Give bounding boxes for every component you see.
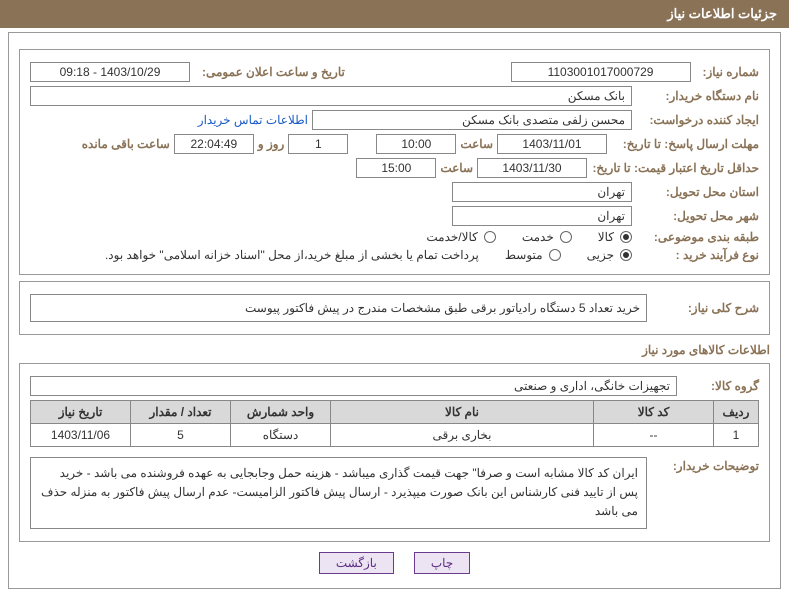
goods-table: ردیف کد کالا نام کالا واحد شمارش تعداد /… — [30, 400, 759, 447]
radio-icon — [620, 231, 632, 243]
radio-icon — [549, 249, 561, 261]
summary-fieldset: شرح کلی نیاز: خرید تعداد 5 دستگاه رادیات… — [19, 281, 770, 335]
validity-time-value: 15:00 — [356, 158, 436, 178]
th-name: نام کالا — [331, 401, 594, 424]
reply-time-word: ساعت — [460, 137, 493, 151]
category-goods-service-label: کالا/خدمت — [426, 230, 477, 244]
announce-date-label: تاریخ و ساعت اعلان عمومی: — [202, 65, 345, 79]
reply-deadline-label: مهلت ارسال پاسخ: تا تاریخ: — [619, 137, 759, 151]
category-service-label: خدمت — [522, 230, 554, 244]
goods-group-value: تجهیزات خانگی، اداری و صنعتی — [30, 376, 677, 396]
category-service-radio[interactable]: خدمت — [522, 230, 572, 244]
remaining-day-word: روز و — [258, 137, 285, 151]
delivery-city-label: شهر محل تحویل: — [644, 209, 759, 223]
goods-fieldset: گروه کالا: تجهیزات خانگی، اداری و صنعتی … — [19, 363, 770, 542]
summary-text: خرید تعداد 5 دستگاه رادیاتور برقی طبق مش… — [30, 294, 647, 322]
th-qty: تعداد / مقدار — [131, 401, 231, 424]
th-code: کد کالا — [594, 401, 714, 424]
announce-date-value: 1403/10/29 - 09:18 — [30, 62, 190, 82]
remaining-days-value: 1 — [288, 134, 348, 154]
td-qty: 5 — [131, 424, 231, 447]
process-medium-label: متوسط — [505, 248, 543, 262]
goods-group-label: گروه کالا: — [689, 379, 759, 393]
th-unit: واحد شمارش — [231, 401, 331, 424]
delivery-province-value: تهران — [452, 182, 632, 202]
reply-time-value: 10:00 — [376, 134, 456, 154]
table-header-row: ردیف کد کالا نام کالا واحد شمارش تعداد /… — [31, 401, 759, 424]
buyer-org-value: بانک مسکن — [30, 86, 632, 106]
payment-note: پرداخت تمام یا بخشی از مبلغ خرید،از محل … — [105, 248, 479, 262]
buyer-notes-label: توضیحات خریدار: — [659, 453, 759, 473]
buyer-contact-link[interactable]: اطلاعات تماس خریدار — [198, 113, 308, 127]
td-unit: دستگاه — [231, 424, 331, 447]
buyer-notes-text: ایران کد کالا مشابه است و صرفا" جهت قیمت… — [30, 457, 647, 529]
remaining-time-value: 22:04:49 — [174, 134, 254, 154]
need-number-label: شماره نیاز: — [703, 65, 759, 79]
buyer-org-label: نام دستگاه خریدار: — [644, 89, 759, 103]
remaining-suffix: ساعت باقی مانده — [82, 137, 170, 151]
category-label: طبقه بندی موضوعی: — [644, 230, 759, 244]
goods-section-title: اطلاعات کالاهای مورد نیاز — [19, 343, 770, 357]
validity-date-value: 1403/11/30 — [477, 158, 587, 178]
process-type-label: نوع فرآیند خرید : — [644, 248, 759, 262]
category-goods-label: کالا — [598, 230, 614, 244]
back-button[interactable]: بازگشت — [319, 552, 394, 574]
delivery-city-value: تهران — [452, 206, 632, 226]
td-name: بخاری برقی — [331, 424, 594, 447]
radio-icon — [620, 249, 632, 261]
print-button[interactable]: چاپ — [414, 552, 470, 574]
td-row: 1 — [714, 424, 759, 447]
reply-date-value: 1403/11/01 — [497, 134, 607, 154]
process-partial-radio[interactable]: جزیی — [587, 248, 632, 262]
td-code: -- — [594, 424, 714, 447]
process-partial-label: جزیی — [587, 248, 614, 262]
requester-value: محسن زلفی متصدی بانک مسکن — [312, 110, 632, 130]
info-fieldset: شماره نیاز: 1103001017000729 تاریخ و ساع… — [19, 49, 770, 275]
radio-icon — [560, 231, 572, 243]
delivery-province-label: استان محل تحویل: — [644, 185, 759, 199]
category-goods-service-radio[interactable]: کالا/خدمت — [426, 230, 495, 244]
radio-icon — [484, 231, 496, 243]
page-title: جزئیات اطلاعات نیاز — [0, 0, 789, 28]
validity-time-word: ساعت — [440, 161, 473, 175]
validity-label: حداقل تاریخ اعتبار قیمت: تا تاریخ: — [599, 161, 759, 175]
process-medium-radio[interactable]: متوسط — [505, 248, 561, 262]
th-row: ردیف — [714, 401, 759, 424]
td-date: 1403/11/06 — [31, 424, 131, 447]
table-row: 1 -- بخاری برقی دستگاه 5 1403/11/06 — [31, 424, 759, 447]
main-panel: شماره نیاز: 1103001017000729 تاریخ و ساع… — [8, 32, 781, 589]
need-number-value: 1103001017000729 — [511, 62, 691, 82]
requester-label: ایجاد کننده درخواست: — [644, 113, 759, 127]
summary-label: شرح کلی نیاز: — [659, 301, 759, 315]
th-date: تاریخ نیاز — [31, 401, 131, 424]
category-goods-radio[interactable]: کالا — [598, 230, 632, 244]
button-bar: چاپ بازگشت — [19, 552, 770, 574]
